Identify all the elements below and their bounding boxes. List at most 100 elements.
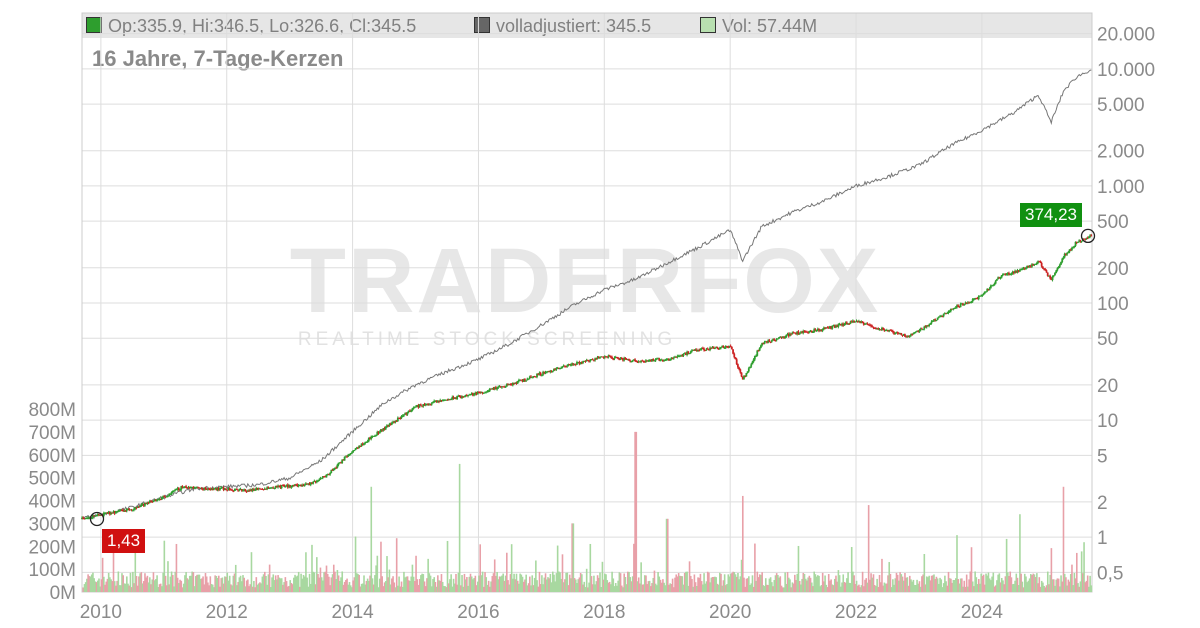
volume-bar [784, 572, 786, 592]
candle-body [743, 376, 745, 380]
candle-body [851, 320, 854, 323]
volume-bar [964, 586, 967, 592]
candle-body [130, 509, 133, 511]
candle-body [951, 308, 954, 310]
candle-body [957, 305, 960, 307]
candle-body [1087, 236, 1090, 239]
candle-body [407, 410, 410, 412]
candle-body [590, 359, 593, 361]
volume-bar [227, 580, 230, 592]
candle-body [1033, 263, 1036, 265]
candle-body [511, 382, 514, 386]
candle-body [329, 472, 331, 475]
volume-bar [938, 583, 940, 592]
candle-body [415, 406, 417, 408]
volume-bar [176, 577, 179, 592]
candle-body [816, 329, 819, 331]
candle-body [994, 280, 997, 284]
volume-bar [577, 579, 580, 592]
candle-body [461, 396, 463, 399]
candle-body [537, 373, 540, 375]
candle-body [268, 488, 271, 490]
volume-bar [394, 587, 397, 592]
volume-bar [658, 576, 661, 592]
candle-body [350, 452, 353, 454]
volume-bar [273, 580, 276, 592]
candle-body [238, 489, 241, 491]
candle-body [307, 483, 310, 485]
volume-bar [295, 576, 298, 592]
candle-body [615, 356, 618, 358]
volume-bar [785, 583, 788, 592]
volume-bar [1090, 585, 1093, 592]
candle-body [492, 388, 495, 390]
volume-bar [853, 575, 855, 592]
volume-bar [1048, 584, 1050, 592]
candle-body [691, 350, 693, 352]
volume-bar [349, 585, 352, 592]
volume-bar [800, 584, 802, 592]
volume-bar [507, 580, 509, 592]
volume-bar [623, 573, 626, 592]
candle-body [751, 361, 754, 365]
volume-bar [170, 571, 173, 592]
candle-body [963, 304, 966, 306]
candle-body [249, 489, 252, 492]
volume-bar [622, 587, 624, 592]
volume-bar [307, 586, 310, 592]
candle-body [976, 298, 979, 300]
price-tick-label: 0,5 [1097, 563, 1123, 584]
candle-body [979, 295, 981, 297]
candle-body [383, 427, 386, 430]
candle-body [675, 356, 678, 358]
candle-body [613, 357, 616, 359]
candle-body [551, 370, 554, 372]
year-tick-label: 2010 [80, 602, 122, 623]
candle-body [146, 502, 149, 505]
candle-body [782, 336, 785, 338]
candle-body [595, 358, 598, 360]
volume-bar [691, 579, 693, 592]
price-tick-label: 500 [1097, 212, 1129, 233]
volume-bar [1030, 574, 1032, 592]
candle-body [697, 350, 699, 352]
candle-body [542, 371, 544, 375]
volume-bar [1008, 575, 1010, 592]
volume-bar [512, 578, 514, 592]
price-tick-label: 5 [1097, 446, 1108, 467]
candle-body [312, 481, 315, 484]
volume-bar [589, 543, 592, 592]
volume-bar [726, 583, 728, 592]
volume-bar [432, 579, 434, 592]
volume-bar [391, 578, 393, 592]
candle-body [711, 346, 714, 349]
candle-body [395, 420, 398, 422]
candle-body [174, 489, 177, 491]
candle-body [318, 479, 321, 481]
candle-body [478, 391, 480, 393]
volume-bar [876, 578, 878, 592]
candle-body [674, 356, 676, 358]
candle-body [682, 353, 685, 356]
candle-body [694, 349, 697, 351]
volume-bar [591, 584, 594, 592]
candle-body [895, 332, 898, 334]
candle-body [594, 358, 597, 361]
candle-body [545, 372, 548, 374]
volume-bar [1037, 583, 1039, 592]
candle-body [739, 369, 742, 373]
volume-bar [775, 573, 778, 592]
candle-body [1026, 265, 1029, 269]
volume-bar [682, 584, 685, 592]
volume-bar [887, 575, 889, 592]
candle-body [548, 371, 551, 373]
candle-body [784, 337, 787, 339]
candle-body [348, 454, 351, 456]
volume-bar [689, 575, 692, 592]
volume-bar [443, 585, 445, 592]
candle-body [311, 482, 313, 484]
candle-body [872, 326, 875, 328]
candle-body [1079, 240, 1082, 242]
candle-body [591, 359, 594, 361]
candle-body [773, 339, 776, 341]
